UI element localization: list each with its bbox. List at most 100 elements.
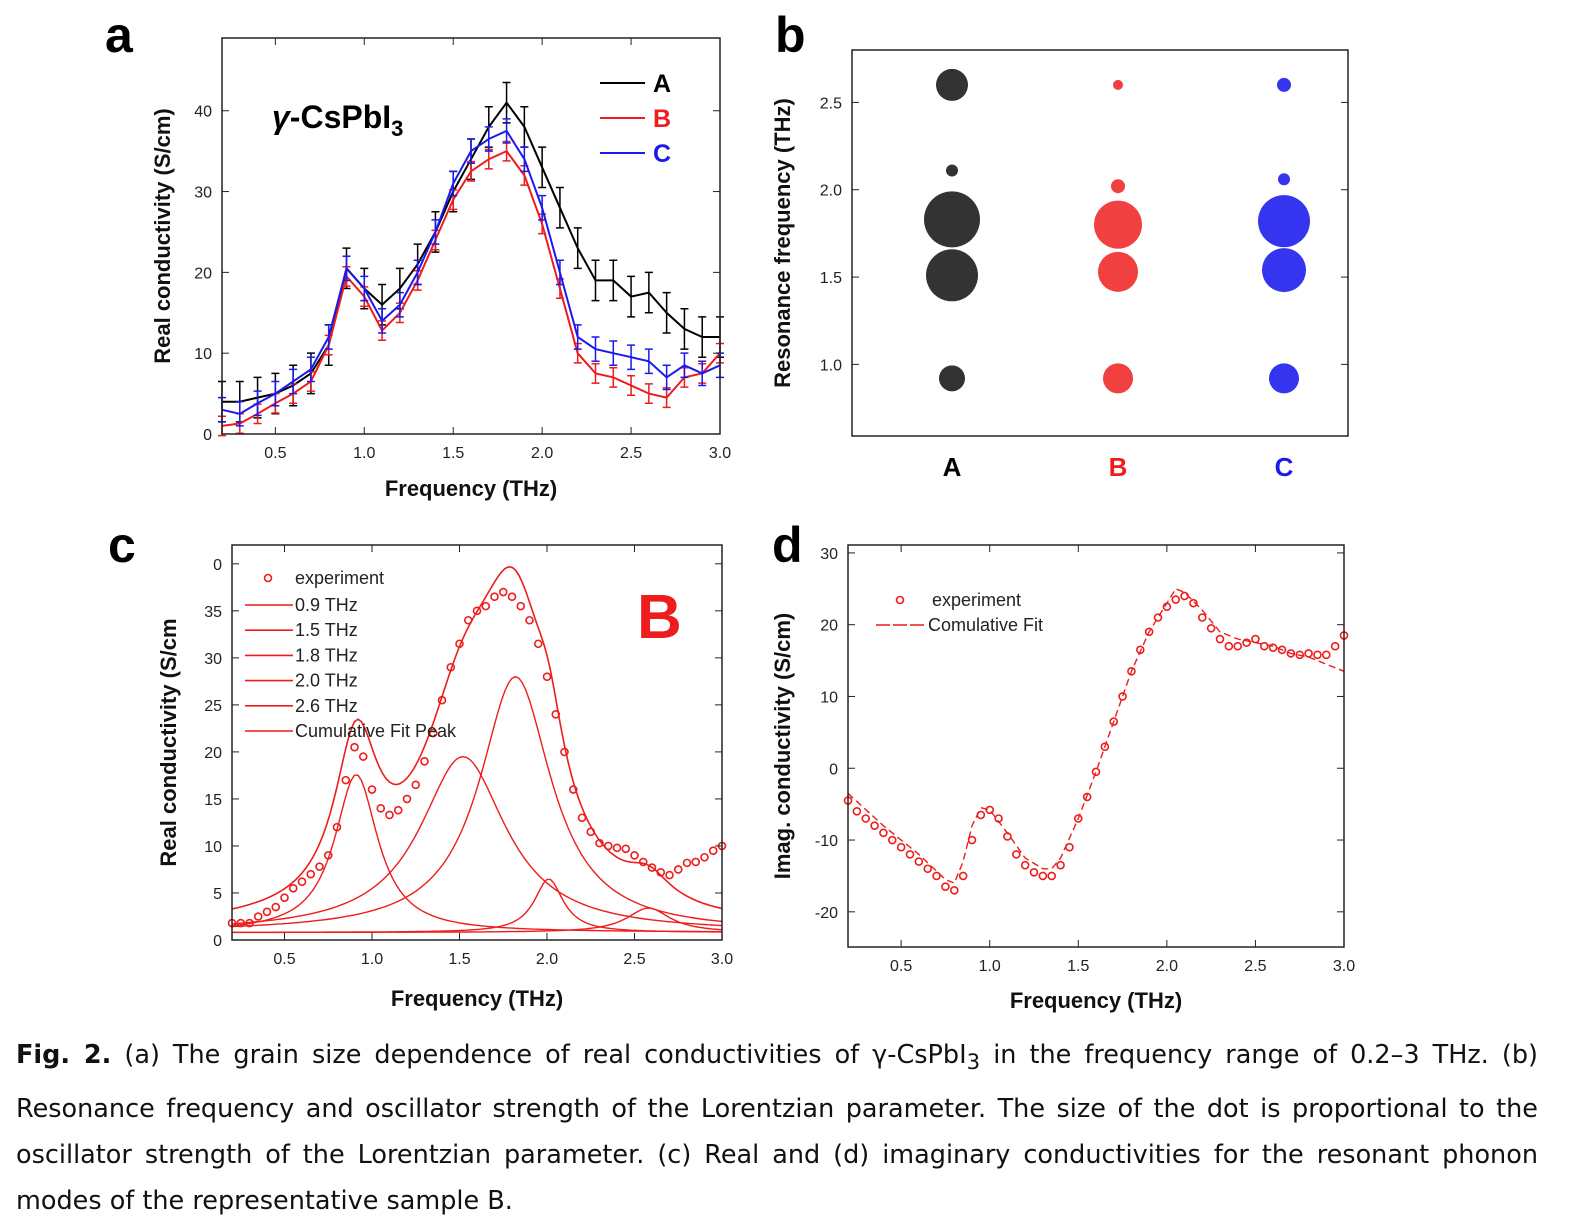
- experiment-point: [896, 842, 906, 852]
- panel-a: 0.5 1.0 1.5 2.0 2.5 3.0 Frequency (THz) 0 10 20 30…: [150, 37, 731, 501]
- experiment-point: [245, 918, 254, 928]
- legend-label-B: B: [653, 105, 671, 133]
- experiment-point: [1224, 641, 1234, 651]
- experiment-point: [1127, 667, 1136, 676]
- legend-label: 1.5 THz: [295, 620, 358, 640]
- y-tick-label: 0: [829, 761, 838, 778]
- category-label-C: C: [1275, 452, 1294, 482]
- x-tick-label: 2.5: [623, 951, 645, 968]
- experiment-point: [1286, 649, 1296, 658]
- compound-name: -CsPbI: [290, 99, 391, 135]
- y-axis-title: Real conductivity (S/cm): [150, 108, 175, 364]
- fit-component-1.8THz: [231, 675, 723, 928]
- compound-subscript: 3: [391, 116, 403, 141]
- experiment-point: [253, 912, 263, 921]
- x-tick-label: 1.5: [448, 951, 470, 968]
- y-tick-label: 30: [194, 185, 212, 202]
- y-tick-label: 10: [204, 839, 222, 856]
- experiment-point: [455, 639, 464, 649]
- experiment-point: [1118, 692, 1127, 701]
- experiment-point: [923, 864, 933, 874]
- resonance-dot-B: [1094, 200, 1142, 249]
- experiment-point: [682, 858, 692, 868]
- x-tick-label: 0.5: [273, 951, 295, 968]
- y-axis-title: Resonance frequency (THz): [770, 98, 795, 388]
- experiment-point: [568, 785, 578, 794]
- x-tick-label: 1.5: [1067, 958, 1089, 975]
- plot-frame: [221, 37, 721, 435]
- resonance-dot-A: [936, 68, 968, 101]
- panel-c: 0.5 1.0 1.5 2.0 2.5 3.0 Frequency (THz) 0 5 10 15 2…: [156, 544, 733, 1011]
- x-tick-label: 1.0: [353, 445, 375, 462]
- experiment-point: [1233, 641, 1243, 651]
- experiment-point: [1153, 613, 1163, 622]
- y-tick-label: 10: [194, 346, 212, 363]
- experiment-point: [932, 871, 941, 881]
- experiment-point: [1313, 650, 1322, 660]
- experiment-point: [1197, 613, 1207, 622]
- experiment-point: [498, 587, 508, 597]
- legend-label: 0.9 THz: [295, 595, 358, 615]
- resonance-dot-A: [924, 191, 980, 248]
- experiment-point: [985, 805, 995, 815]
- sample-label: B: [637, 583, 682, 652]
- legend-label: Comulative Fit: [928, 615, 1043, 635]
- figure-caption: Fig. 2. (a) The grain size dependence of…: [16, 1032, 1538, 1224]
- y-tick-label: 40: [194, 104, 212, 121]
- x-tick-label: 3.0: [1333, 958, 1355, 975]
- legend-label-C: C: [653, 140, 671, 168]
- experiment-point: [288, 883, 298, 893]
- experiment-point: [1047, 871, 1057, 881]
- experiment-point: [1011, 850, 1021, 859]
- legend-marker-experiment: [263, 573, 273, 583]
- experiment-point: [1109, 717, 1119, 726]
- y-tick-label: 2.5: [820, 95, 842, 112]
- experiment-point: [1162, 602, 1172, 612]
- legend-label: experiment: [932, 590, 1021, 610]
- experiment-point: [516, 601, 526, 611]
- y-tick-label: 2.0: [820, 183, 842, 200]
- resonance-dot-B: [1098, 251, 1138, 292]
- legend-label: 2.6 THz: [295, 696, 358, 716]
- resonance-dot-A: [946, 164, 958, 177]
- experiment-point: [1295, 650, 1305, 660]
- experiment-point: [1065, 842, 1074, 852]
- experiment-point: [905, 850, 915, 859]
- y-tick-label: 0: [203, 427, 212, 444]
- experiment-point: [1091, 767, 1101, 777]
- experiment-point: [914, 857, 924, 866]
- experiment-point: [967, 835, 977, 845]
- experiment-point: [367, 785, 377, 794]
- resonance-dot-C: [1269, 363, 1299, 394]
- y-axis-title: Real conductivity (S/cm: [156, 618, 181, 866]
- experiment-point: [958, 871, 968, 881]
- experiment-point: [1038, 871, 1048, 881]
- experiment-point: [879, 828, 888, 838]
- experiment-point: [586, 827, 596, 837]
- resonance-dot-B: [1103, 363, 1133, 394]
- experiment-point: [1189, 598, 1198, 608]
- legend-label-A: A: [653, 70, 671, 98]
- experiment-point: [1321, 650, 1331, 660]
- experiment-point: [262, 907, 272, 917]
- experiment-point: [1020, 860, 1030, 870]
- experiment-point: [420, 757, 429, 766]
- panel-label-b: b: [775, 7, 806, 63]
- y-tick-label: -10: [815, 833, 838, 850]
- category-label-A: A: [943, 452, 962, 482]
- experiment-point: [315, 862, 324, 871]
- fit-component-2.0THz: [232, 878, 722, 933]
- fit-component-1.5THz: [231, 755, 723, 927]
- experiment-point: [411, 780, 421, 790]
- experiment-point: [1056, 860, 1065, 870]
- experiment-point: [638, 857, 648, 867]
- experiment-point: [463, 615, 473, 625]
- experiment-point: [358, 752, 368, 761]
- y-tick-label: 1.5: [820, 270, 842, 287]
- experiment-point: [1144, 627, 1154, 637]
- experiment-point: [350, 742, 359, 752]
- resonance-dot-A: [926, 249, 978, 302]
- x-tick-label: 2.0: [531, 445, 553, 462]
- legend-label: 1.8 THz: [295, 645, 358, 665]
